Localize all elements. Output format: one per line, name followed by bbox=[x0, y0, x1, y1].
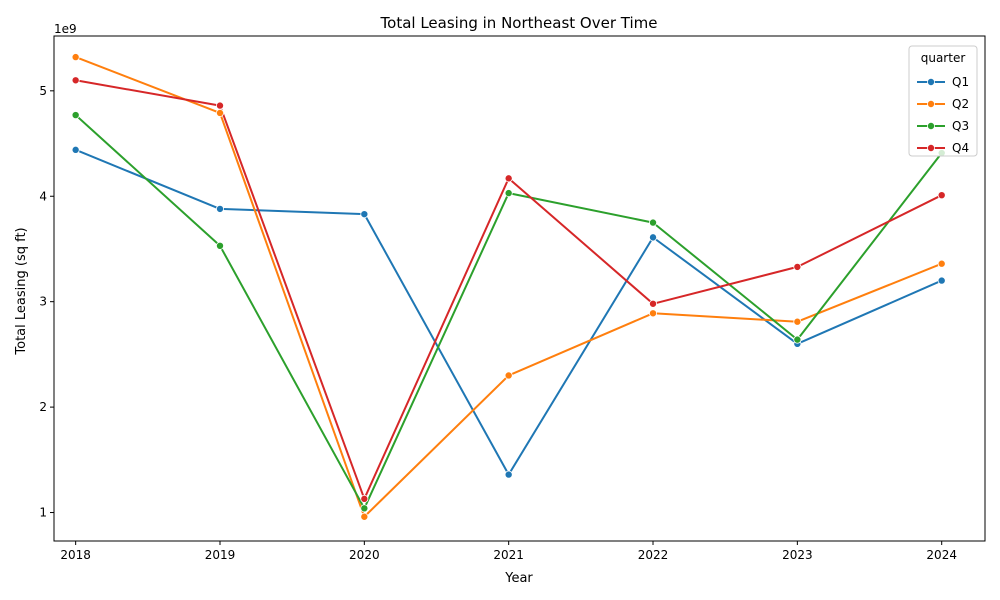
legend-label-q1: Q1 bbox=[952, 75, 969, 89]
legend-marker-q1 bbox=[927, 78, 936, 87]
y-tick-label: 3 bbox=[39, 295, 47, 309]
x-tick-label: 2023 bbox=[782, 548, 813, 562]
data-point-q4-2022 bbox=[649, 299, 658, 308]
data-point-q2-2019 bbox=[215, 108, 224, 117]
data-point-q2-2023 bbox=[793, 317, 802, 326]
y-axis-label: Total Leasing (sq ft) bbox=[14, 227, 29, 355]
data-point-q1-2020 bbox=[360, 210, 369, 219]
data-point-q4-2024 bbox=[937, 191, 946, 200]
data-point-q2-2020 bbox=[360, 512, 369, 521]
y-tick-label: 2 bbox=[39, 400, 47, 414]
data-point-q4-2018 bbox=[71, 76, 80, 85]
data-point-q4-2020 bbox=[360, 494, 369, 503]
x-tick-label: 2018 bbox=[60, 548, 91, 562]
data-point-q1-2018 bbox=[71, 145, 80, 154]
data-point-q3-2020 bbox=[360, 504, 369, 513]
plot-frame bbox=[53, 35, 986, 542]
data-point-q1-2024 bbox=[937, 276, 946, 285]
data-point-q3-2021 bbox=[504, 189, 513, 198]
x-tick-label: 2020 bbox=[349, 548, 380, 562]
legend-frame bbox=[908, 45, 978, 157]
data-point-q2-2018 bbox=[71, 53, 80, 62]
legend-label-q4: Q4 bbox=[952, 141, 969, 155]
legend-label-q2: Q2 bbox=[952, 97, 969, 111]
chart-title: Total Leasing in Northeast Over Time bbox=[380, 14, 658, 32]
x-tick-label: 2024 bbox=[926, 548, 957, 562]
data-point-q3-2019 bbox=[215, 241, 224, 250]
data-point-q4-2019 bbox=[215, 101, 224, 110]
y-tick-label: 5 bbox=[39, 84, 47, 98]
data-point-q1-2021 bbox=[504, 470, 513, 479]
y-offset-label: 1e9 bbox=[54, 22, 77, 36]
legend-marker-q2 bbox=[927, 100, 936, 109]
data-point-q1-2022 bbox=[649, 233, 658, 242]
y-tick-label: 4 bbox=[39, 189, 47, 203]
legend-marker-q4 bbox=[927, 143, 936, 152]
plot-area: 2018 2019 2020 2021 2022 2023 2024 1 2 3 4 5 bbox=[39, 35, 986, 562]
x-axis-label: Year bbox=[504, 571, 533, 586]
legend: quarter Q1 Q2 Q3 Q4 bbox=[908, 45, 978, 157]
data-point-q4-2021 bbox=[504, 174, 513, 183]
legend-label-q3: Q3 bbox=[952, 119, 969, 133]
data-point-q3-2023 bbox=[793, 335, 802, 344]
x-tick-label: 2019 bbox=[205, 548, 236, 562]
data-point-q2-2024 bbox=[937, 259, 946, 268]
data-point-q3-2018 bbox=[71, 111, 80, 120]
legend-title: quarter bbox=[921, 51, 966, 65]
x-tick-label: 2021 bbox=[493, 548, 524, 562]
data-point-q2-2021 bbox=[504, 371, 513, 380]
y-tick-label: 1 bbox=[39, 506, 47, 520]
data-point-q2-2022 bbox=[649, 309, 658, 318]
legend-marker-q3 bbox=[927, 122, 936, 131]
x-tick-label: 2022 bbox=[638, 548, 669, 562]
data-point-q3-2022 bbox=[649, 218, 658, 227]
data-point-q4-2023 bbox=[793, 262, 802, 271]
data-point-q1-2019 bbox=[215, 204, 224, 213]
